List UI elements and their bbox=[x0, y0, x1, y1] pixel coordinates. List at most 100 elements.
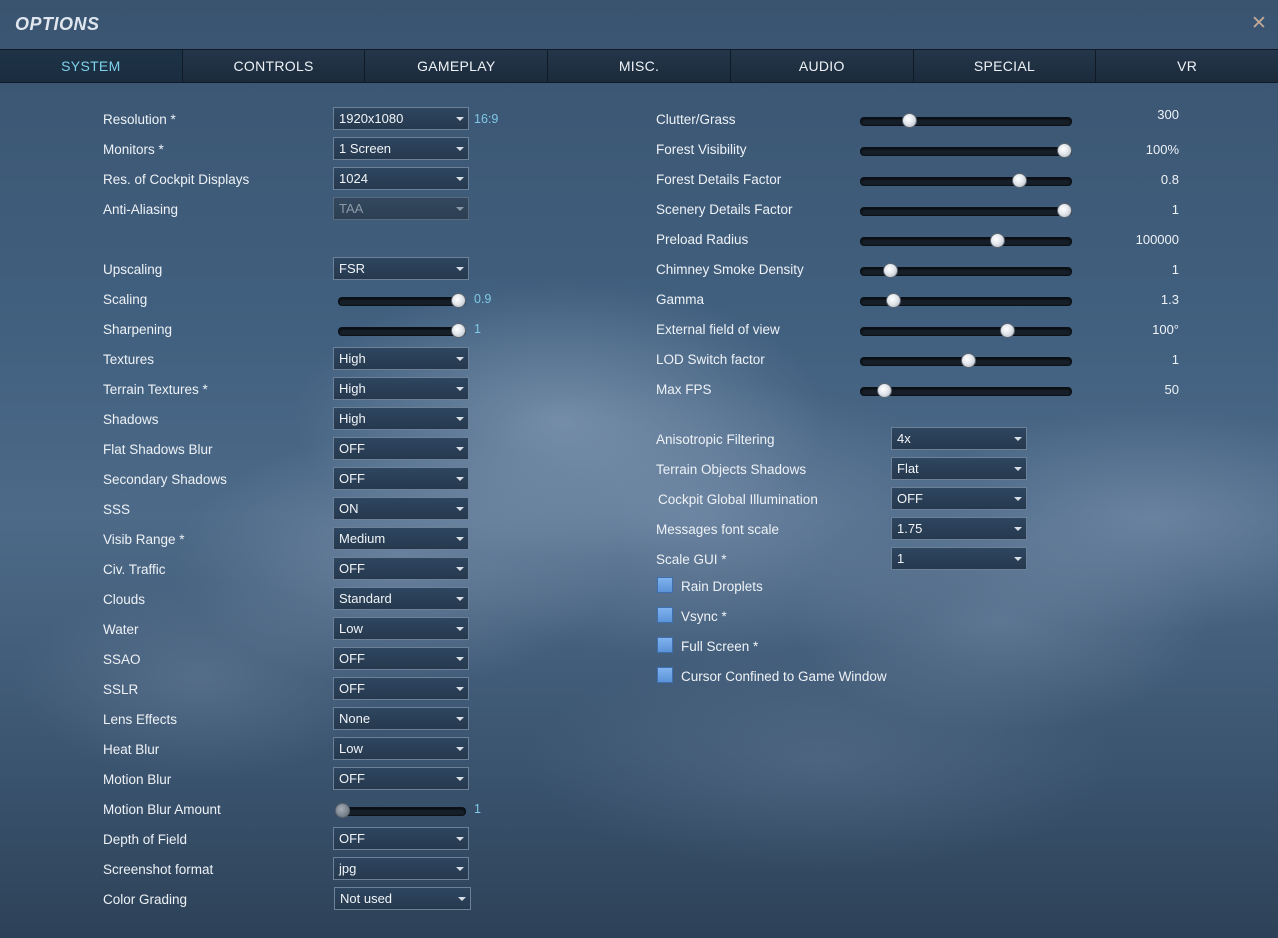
civ-traffic-value: OFF bbox=[339, 561, 365, 576]
cockpit-gi-dropdown[interactable]: OFF bbox=[891, 487, 1027, 510]
sharpening-slider-knob[interactable] bbox=[451, 323, 466, 338]
tab-audio[interactable]: AUDIO bbox=[730, 50, 914, 82]
resolution-dropdown[interactable]: 1920x1080 bbox=[333, 107, 469, 130]
monitors-dropdown[interactable]: 1 Screen bbox=[333, 137, 469, 160]
depth-of-field-label: Depth of Field bbox=[103, 832, 188, 847]
chimney-smoke-density-slider[interactable] bbox=[860, 267, 1072, 276]
clutter-grass-value: 300 bbox=[1157, 107, 1179, 122]
civ-traffic-dropdown[interactable]: OFF bbox=[333, 557, 469, 580]
chevron-down-icon bbox=[456, 477, 464, 481]
external-field-of-view-label: External field of view bbox=[656, 322, 780, 337]
scaling-slider-knob[interactable] bbox=[451, 293, 466, 308]
sharpening-value: 1 bbox=[474, 322, 481, 336]
preload-radius-slider-knob[interactable] bbox=[990, 233, 1005, 248]
resolution-label: Resolution * bbox=[103, 112, 176, 127]
sharpening-slider[interactable] bbox=[338, 327, 466, 336]
sss-label: SSS bbox=[103, 502, 131, 517]
forest-details-factor-slider-knob[interactable] bbox=[1012, 173, 1027, 188]
terrain-objects-shadows-label: Terrain Objects Shadows bbox=[656, 462, 807, 477]
external-field-of-view-slider[interactable] bbox=[860, 327, 1072, 336]
heat-blur-dropdown[interactable]: Low bbox=[333, 737, 469, 760]
flat-shadows-blur-dropdown[interactable]: OFF bbox=[333, 437, 469, 460]
gamma-label: Gamma bbox=[656, 292, 705, 307]
forest-details-factor-slider[interactable] bbox=[860, 177, 1072, 186]
ssao-dropdown[interactable]: OFF bbox=[333, 647, 469, 670]
tab-vr[interactable]: VR bbox=[1096, 50, 1278, 82]
screenshot-format-dropdown[interactable]: jpg bbox=[333, 857, 469, 880]
motion-blur-value: OFF bbox=[339, 771, 365, 786]
water-dropdown[interactable]: Low bbox=[333, 617, 469, 640]
gamma-slider-knob[interactable] bbox=[886, 293, 901, 308]
motion-blur-amount-value: 1 bbox=[474, 802, 481, 816]
shadows-dropdown[interactable]: High bbox=[333, 407, 469, 430]
tab-gameplay[interactable]: GAMEPLAY bbox=[365, 50, 549, 82]
visib-range-dropdown[interactable]: Medium bbox=[333, 527, 469, 550]
scaling-slider[interactable] bbox=[338, 297, 466, 306]
secondary-shadows-dropdown[interactable]: OFF bbox=[333, 467, 469, 490]
motion-blur-dropdown[interactable]: OFF bbox=[333, 767, 469, 790]
chevron-down-icon bbox=[456, 507, 464, 511]
anisotropic-filtering-dropdown[interactable]: 4x bbox=[891, 427, 1027, 450]
chevron-down-icon bbox=[458, 897, 466, 901]
screenshot-format-label: Screenshot format bbox=[103, 862, 214, 877]
textures-dropdown[interactable]: High bbox=[333, 347, 469, 370]
scale-gui-dropdown[interactable]: 1 bbox=[891, 547, 1027, 570]
forest-visibility-slider[interactable] bbox=[860, 147, 1072, 156]
cockpit-displays-dropdown[interactable]: 1024 bbox=[333, 167, 469, 190]
anisotropic-filtering-value: 4x bbox=[897, 431, 911, 446]
sharpening-label: Sharpening bbox=[103, 322, 173, 337]
vsync-checkbox[interactable] bbox=[657, 607, 673, 623]
max-fps-slider-knob[interactable] bbox=[877, 383, 892, 398]
sss-dropdown[interactable]: ON bbox=[333, 497, 469, 520]
flat-shadows-blur-value: OFF bbox=[339, 441, 365, 456]
upscaling-dropdown[interactable]: FSR bbox=[333, 257, 469, 280]
chimney-smoke-density-slider-knob[interactable] bbox=[883, 263, 898, 278]
motion-blur-amount-slider-knob[interactable] bbox=[335, 803, 350, 818]
external-field-of-view-slider-knob[interactable] bbox=[1000, 323, 1015, 338]
close-icon[interactable]: ✕ bbox=[1251, 13, 1267, 34]
terrain-textures-dropdown[interactable]: High bbox=[333, 377, 469, 400]
max-fps-label: Max FPS bbox=[656, 382, 712, 397]
full-screen-checkbox[interactable] bbox=[657, 637, 673, 653]
lens-effects-dropdown[interactable]: None bbox=[333, 707, 469, 730]
anisotropic-filtering-label: Anisotropic Filtering bbox=[656, 432, 775, 447]
cockpit-gi-label: Cockpit Global Illumination bbox=[658, 492, 818, 507]
scenery-details-factor-slider-knob[interactable] bbox=[1057, 203, 1072, 218]
motion-blur-amount-slider[interactable] bbox=[338, 807, 466, 816]
visib-range-value: Medium bbox=[339, 531, 386, 546]
terrain-objects-shadows-dropdown[interactable]: Flat bbox=[891, 457, 1027, 480]
textures-label: Textures bbox=[103, 352, 155, 367]
depth-of-field-dropdown[interactable]: OFF bbox=[333, 827, 469, 850]
preload-radius-slider[interactable] bbox=[860, 237, 1072, 246]
chevron-down-icon bbox=[456, 267, 464, 271]
clutter-grass-slider-knob[interactable] bbox=[902, 113, 917, 128]
forest-visibility-slider-knob[interactable] bbox=[1057, 143, 1072, 158]
tab-system[interactable]: SYSTEM bbox=[0, 50, 183, 82]
cockpit-displays-value: 1024 bbox=[339, 171, 368, 186]
cursor-confined-label: Cursor Confined to Game Window bbox=[681, 669, 887, 684]
max-fps-slider[interactable] bbox=[860, 387, 1072, 396]
clouds-dropdown[interactable]: Standard bbox=[333, 587, 469, 610]
tab-controls[interactable]: CONTROLS bbox=[182, 50, 366, 82]
scaling-label: Scaling bbox=[103, 292, 148, 307]
heat-blur-label: Heat Blur bbox=[103, 742, 160, 757]
gamma-slider[interactable] bbox=[860, 297, 1072, 306]
chevron-down-icon bbox=[456, 357, 464, 361]
clutter-grass-slider[interactable] bbox=[860, 117, 1072, 126]
textures-value: High bbox=[339, 351, 366, 366]
messages-font-scale-dropdown[interactable]: 1.75 bbox=[891, 517, 1027, 540]
lod-switch-factor-slider-knob[interactable] bbox=[961, 353, 976, 368]
chevron-down-icon bbox=[456, 567, 464, 571]
monitors-label: Monitors * bbox=[103, 142, 164, 157]
full-screen-label: Full Screen * bbox=[681, 639, 759, 654]
color-grading-dropdown[interactable]: Not used bbox=[334, 887, 471, 910]
cursor-confined-checkbox[interactable] bbox=[657, 667, 673, 683]
chevron-down-icon bbox=[456, 687, 464, 691]
tab-special[interactable]: SPECIAL bbox=[913, 50, 1097, 82]
sslr-dropdown[interactable]: OFF bbox=[333, 677, 469, 700]
rain-droplets-checkbox[interactable] bbox=[657, 577, 673, 593]
water-value: Low bbox=[339, 621, 363, 636]
tab-misc[interactable]: MISC. bbox=[548, 50, 731, 82]
clouds-label: Clouds bbox=[103, 592, 146, 607]
scenery-details-factor-slider[interactable] bbox=[860, 207, 1072, 216]
